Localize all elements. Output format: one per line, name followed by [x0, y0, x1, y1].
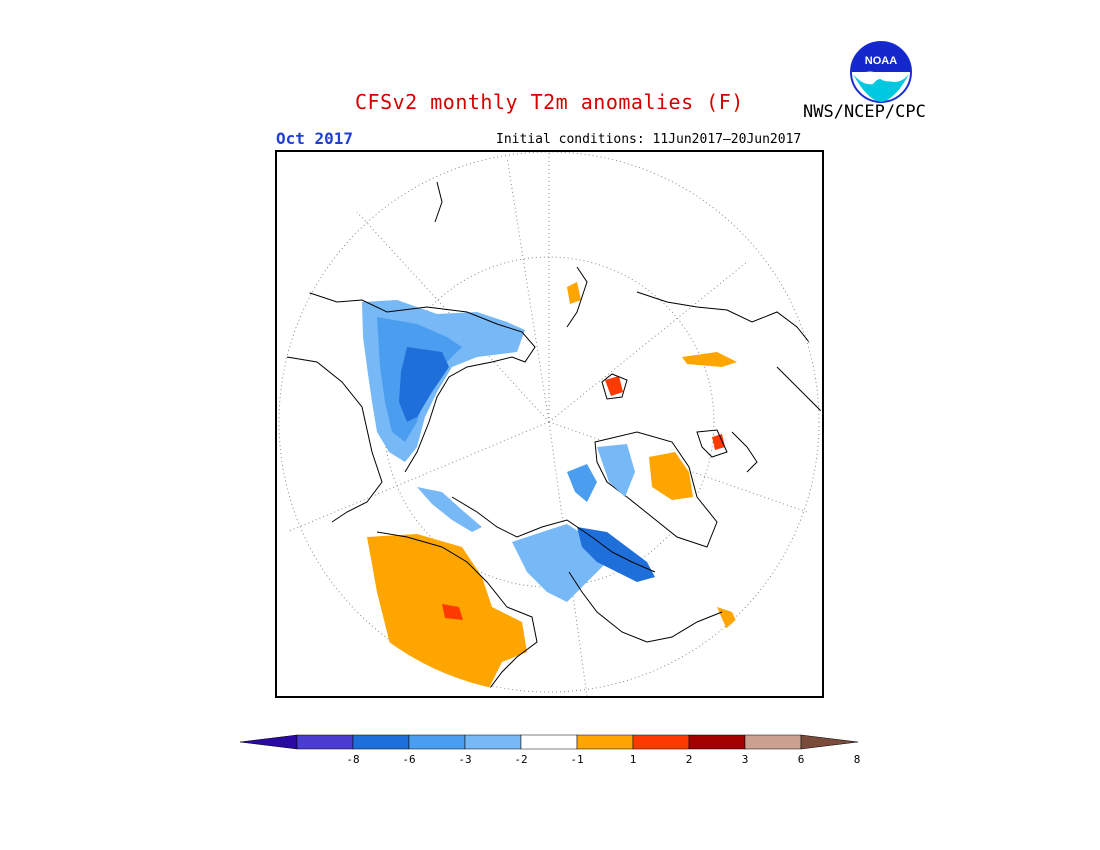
noaa-logo: NOAA — [850, 41, 912, 103]
colorbar-swatch-max — [800, 734, 859, 750]
colorbar-swatch — [632, 734, 690, 750]
colorbar-tick-label: 6 — [797, 753, 805, 766]
barents-warm — [567, 282, 581, 304]
svalbard-warm — [605, 376, 623, 396]
chart-title: CFSv2 monthly T2m anomalies (F) — [355, 90, 744, 114]
colorbar-swatch — [688, 734, 746, 750]
archipelago-cold — [567, 464, 597, 502]
iceland-warm — [712, 434, 725, 450]
colorbar-swatch — [464, 734, 522, 750]
greenland-cold — [597, 444, 635, 497]
initial-conditions-label: Initial conditions: 11Jun2017–20Jun2017 — [496, 132, 802, 147]
colorbar-tick-label: -6 — [402, 753, 416, 766]
colorbar-tick-label: 8 — [853, 753, 861, 766]
colorbar-tick-label: -3 — [458, 753, 472, 766]
colorbar-tick-label: 2 — [685, 753, 693, 766]
colorbar-tick-label: 3 — [741, 753, 749, 766]
agency-label: NWS/NCEP/CPC — [803, 102, 926, 122]
colorbar-tick-label: 1 — [629, 753, 637, 766]
colorbar-swatch — [296, 734, 354, 750]
chukotka-warm — [682, 352, 737, 367]
coastlines — [286, 181, 821, 693]
latitude-circle-mid — [383, 256, 715, 588]
colorbar-tick-label: -2 — [514, 753, 528, 766]
alaska-coast-warm — [717, 607, 739, 630]
colorbar-swatch — [576, 734, 634, 750]
colorbar-swatch — [352, 734, 410, 750]
colorbar-swatch-min — [240, 734, 298, 750]
colorbar-swatch — [744, 734, 802, 750]
colorbar-swatch — [520, 734, 578, 750]
greenland-warm-east — [649, 452, 693, 500]
siberia-cold-dark — [399, 347, 449, 422]
valid-month-label: Oct 2017 — [276, 129, 354, 148]
colorbar-tick-label: -1 — [570, 753, 584, 766]
svg-text:NOAA: NOAA — [865, 55, 897, 67]
colorbar-tick-label: -8 — [346, 753, 360, 766]
polar-map — [278, 151, 821, 697]
colorbar — [240, 734, 859, 750]
alaska-cold — [417, 487, 482, 532]
latitude-circle-outer — [278, 151, 820, 693]
map-frame — [275, 150, 824, 698]
colorbar-swatch — [408, 734, 466, 750]
europe-warm-core — [442, 604, 463, 620]
